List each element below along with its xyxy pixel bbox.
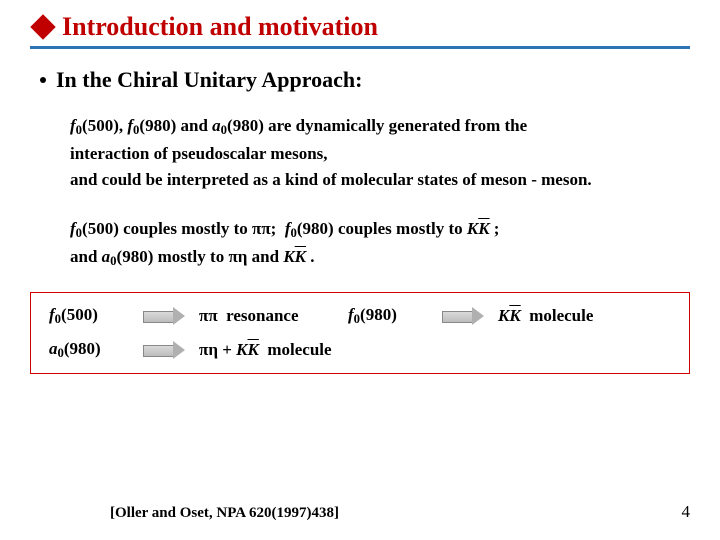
dot-bullet-icon (40, 77, 46, 83)
summary-r1-label-1: f0(500) (49, 305, 129, 327)
page-number: 4 (682, 502, 691, 522)
diamond-bullet-icon (30, 14, 55, 39)
arrow-icon (143, 343, 185, 357)
slide-title: Introduction and motivation (62, 12, 378, 42)
summary-box: f0(500) ππ resonance f0(980) KK molecule… (30, 292, 690, 374)
summary-row-2: a0(980) πη + KK molecule (49, 339, 679, 361)
summary-r1-value-1: ππ resonance (199, 306, 334, 326)
summary-r1-value-2: KK molecule (498, 306, 593, 326)
summary-r2-value: πη + KK molecule (199, 340, 332, 360)
title-row: Introduction and motivation (30, 12, 690, 42)
reference-citation: [Oller and Oset, NPA 620(1997)438] (110, 505, 339, 522)
arrow-icon (143, 309, 185, 323)
arrow-icon (442, 309, 484, 323)
slide-content: Introduction and motivation In the Chira… (0, 0, 720, 272)
summary-row-1: f0(500) ππ resonance f0(980) KK molecule (49, 305, 679, 327)
body-paragraph-1: f0(500), f0(980) and a0(980) are dynamic… (70, 113, 680, 194)
subheading-row: In the Chiral Unitary Approach: (40, 67, 690, 93)
title-underline (30, 46, 690, 49)
summary-r2-label: a0(980) (49, 339, 129, 361)
summary-r1-label-2: f0(980) (348, 305, 428, 327)
subheading-text: In the Chiral Unitary Approach: (56, 67, 362, 93)
body-paragraph-2: f0(500) couples mostly to ππ; f0(980) co… (70, 216, 680, 272)
